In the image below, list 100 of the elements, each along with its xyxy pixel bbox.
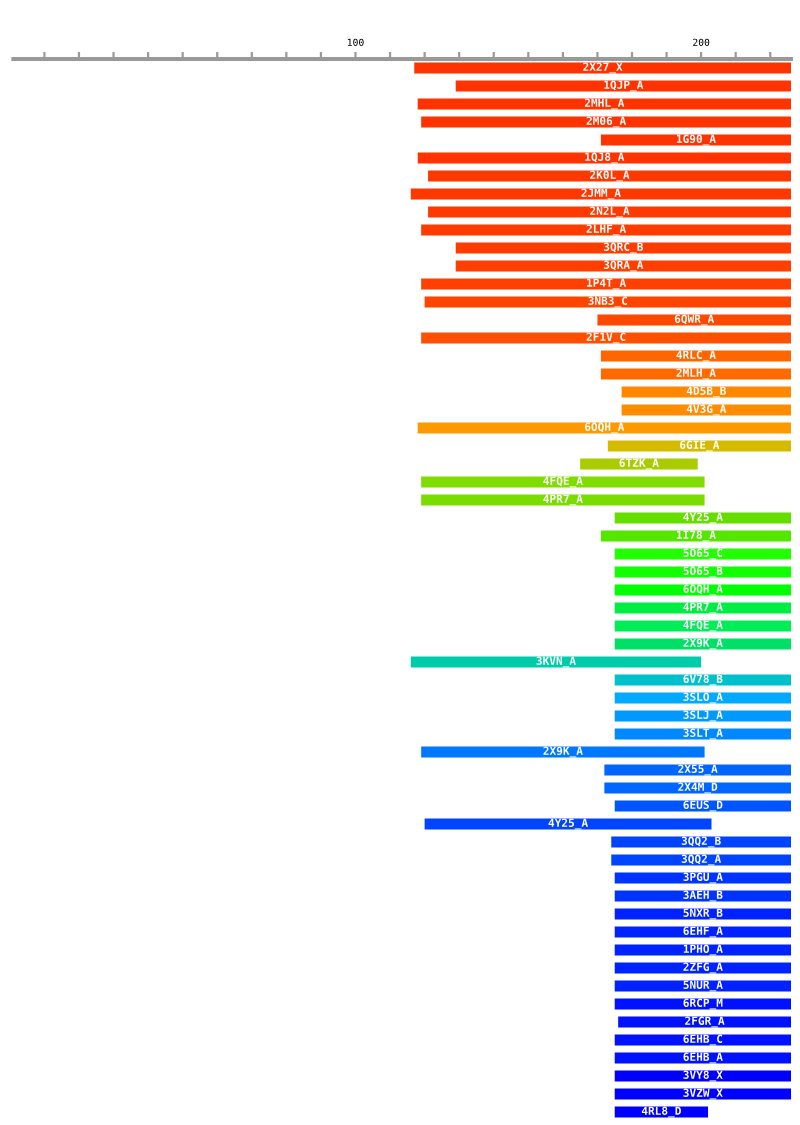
bar — [614, 638, 791, 650]
bar — [618, 1016, 791, 1028]
bar — [614, 1052, 791, 1064]
y-tick-label: 4RLC_A — [676, 350, 716, 362]
bar — [614, 998, 791, 1010]
bar — [604, 764, 791, 776]
y-tick-label: 3NB3_C — [588, 296, 628, 308]
bar — [428, 170, 791, 182]
y-tick-label: 4FQE_A — [543, 476, 583, 488]
y-tick-label: 1QJ8_A — [585, 152, 625, 164]
bar — [614, 1070, 791, 1082]
y-tick-label: 3QQ2_B — [681, 836, 721, 848]
y-tick-label: 6OQH_A — [683, 584, 723, 596]
y-tick-label: 1G90_A — [676, 134, 716, 146]
y-tick-label: 3QRC_B — [603, 242, 644, 254]
y-tick-label: 5NUR_A — [683, 980, 723, 992]
bar — [421, 116, 791, 128]
y-tick-label: 2X27_X — [583, 62, 623, 74]
y-tick-label: 5O65_C — [683, 548, 723, 560]
y-tick-label: 1QJP_A — [604, 80, 644, 92]
y-tick-label: 2X4M_D — [678, 782, 718, 794]
bar — [414, 62, 791, 74]
y-tick-label: 6V78_B — [683, 674, 723, 686]
y-tick-label: 3AEH_B — [683, 890, 723, 902]
bar — [614, 710, 791, 722]
bar — [614, 602, 791, 614]
y-tick-label: 1PHO_A — [683, 944, 723, 956]
bar — [410, 656, 702, 668]
y-tick-label: 6EHB_A — [683, 1052, 723, 1064]
bar — [614, 890, 791, 902]
bar — [614, 962, 791, 974]
y-tick-label: 2MHL_A — [584, 98, 625, 110]
bar — [421, 476, 705, 488]
bar — [614, 692, 791, 704]
bar — [611, 854, 791, 866]
y-tick-label: 2N2L_A — [590, 206, 630, 218]
bar — [607, 440, 791, 452]
bar — [614, 980, 791, 992]
y-tick-label: 2FGR_A — [685, 1016, 725, 1028]
y-tick-label: 3KVN_A — [536, 656, 576, 668]
y-tick-label: 6EHB_C — [683, 1034, 723, 1046]
bar — [424, 818, 712, 830]
y-tick-label: 2M06_A — [586, 116, 626, 128]
y-tick-label: 4Y25_A — [548, 818, 588, 830]
x-tick-label: 100 — [347, 38, 364, 47]
y-tick-label: 2K0L_A — [590, 170, 630, 182]
bar — [455, 80, 791, 92]
bar — [421, 332, 791, 344]
y-tick-label: 5O65_B — [683, 566, 723, 578]
y-tick-label: 3PGU_A — [683, 872, 723, 884]
y-tick-label: 2ZFG_A — [683, 962, 723, 974]
bar — [424, 296, 791, 308]
x-tick-label: 200 — [693, 38, 710, 47]
y-tick-label: 3SLO_A — [683, 692, 723, 704]
bar — [417, 422, 791, 434]
y-tick-label: 4PR7_A — [683, 602, 723, 614]
bar — [611, 836, 791, 848]
y-tick-label: 3VZW_X — [683, 1088, 723, 1100]
bar — [614, 674, 791, 686]
y-tick-label: 1I78_A — [676, 530, 716, 542]
bar — [421, 224, 791, 236]
bar — [614, 584, 791, 596]
y-tick-label: 6RCP_M — [683, 998, 723, 1010]
bar — [600, 368, 791, 380]
bar — [614, 1106, 709, 1118]
bar — [604, 782, 791, 794]
bar — [614, 926, 791, 938]
bar — [614, 566, 791, 578]
y-tick-label: 6EUS_D — [683, 800, 723, 812]
bar — [417, 98, 791, 110]
bar — [614, 548, 791, 560]
bar — [621, 404, 791, 416]
bar — [597, 314, 791, 326]
bar — [410, 188, 791, 200]
bar — [600, 350, 791, 362]
y-tick-label: 2X9K_A — [543, 746, 583, 758]
bar — [614, 512, 791, 524]
y-tick-label: 3SLJ_A — [683, 710, 723, 722]
bar — [600, 134, 791, 146]
bar — [428, 206, 791, 218]
y-tick-label: 4PR7_A — [543, 494, 583, 506]
y-tick-label: 2LHF_A — [586, 224, 626, 236]
y-tick-label: 3QRA_A — [603, 260, 644, 272]
bar — [621, 386, 791, 398]
bar — [614, 908, 791, 920]
bar — [421, 278, 791, 290]
bar — [614, 728, 791, 740]
y-tick-label: 2MLH_A — [676, 368, 716, 380]
y-tick-label: 4Y25_A — [683, 512, 723, 524]
bar — [600, 530, 791, 542]
bar — [614, 620, 791, 632]
y-tick-label: 4RL8_D — [641, 1106, 681, 1118]
y-tick-label: 6EHF_A — [683, 926, 723, 938]
y-tick-label: 2X9K_A — [683, 638, 723, 650]
y-tick-label: 6QWR_A — [674, 314, 715, 326]
y-tick-label: 2X55_A — [678, 764, 718, 776]
bar — [614, 1034, 791, 1046]
bar — [614, 872, 791, 884]
bar — [421, 494, 705, 506]
bar — [580, 458, 698, 470]
